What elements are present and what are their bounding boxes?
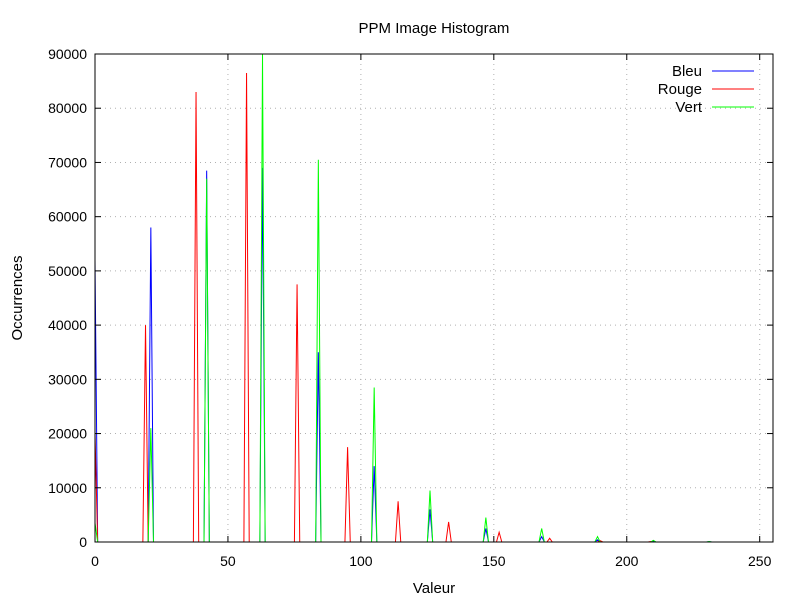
- x-tick-label: 100: [349, 553, 373, 569]
- legend-label-bleu: Bleu: [672, 63, 702, 80]
- x-tick-label: 200: [615, 553, 639, 569]
- y-tick-label: 30000: [48, 371, 87, 387]
- x-tick-label: 250: [748, 553, 772, 569]
- grid-layer: [95, 54, 773, 542]
- y-tick-label: 10000: [48, 480, 87, 496]
- x-tick-label: 150: [482, 553, 506, 569]
- plot-border: [94, 53, 774, 543]
- x-tick-label: 50: [220, 553, 236, 569]
- y-axis-title: Occurrences: [9, 255, 26, 340]
- ticks-layer: 0 10000 20000 30000 40000 50000 60000 70000 8000…: [48, 46, 773, 569]
- chart-title: PPM Image Histogram: [359, 20, 510, 37]
- y-tick-label: 70000: [48, 154, 87, 170]
- series-line-rouge: [94, 72, 773, 543]
- y-tick-label: 40000: [48, 317, 87, 333]
- y-tick-label: 90000: [48, 46, 87, 62]
- y-tick-label: 50000: [48, 263, 87, 279]
- legend-label-vert: Vert: [675, 99, 703, 116]
- series-layer: [94, 53, 773, 543]
- y-tick-label: 80000: [48, 100, 87, 116]
- x-tick-label: 0: [91, 553, 99, 569]
- legend-label-rouge: Rouge: [658, 81, 702, 98]
- y-tick-label: 0: [79, 534, 87, 550]
- x-axis-title: Valeur: [413, 580, 455, 597]
- y-tick-label: 60000: [48, 209, 87, 225]
- y-tick-label: 20000: [48, 426, 87, 442]
